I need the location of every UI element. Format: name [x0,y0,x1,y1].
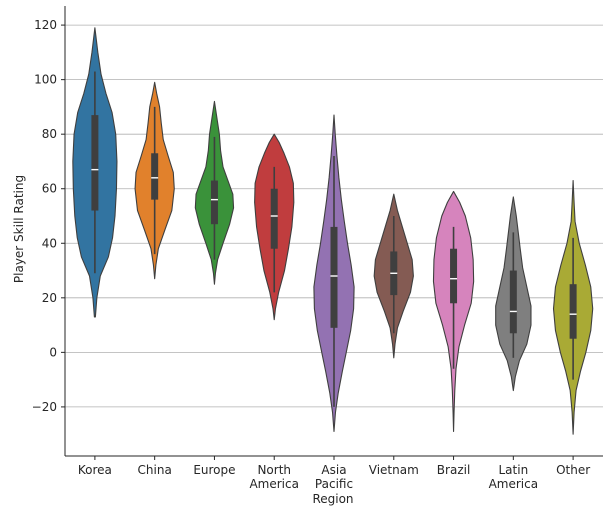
x-axis-label: Region [312,492,353,506]
y-tick-label: 80 [42,127,57,141]
y-ticks: −20 0 20 40 60 80 100 120 [32,18,65,414]
violin-group [373,193,414,359]
x-tick-label: Korea [78,463,112,477]
y-tick-label: 60 [42,182,57,196]
y-tick-label: 0 [49,345,57,359]
x-tick-label: Other [556,463,590,477]
violin-iqr-box [210,180,218,225]
y-tick-label: −20 [32,400,57,414]
violin-iqr-box [91,115,99,211]
violin-iqr-box [330,226,338,328]
x-tick-label: Pacific [315,477,353,491]
violin-group [194,100,235,285]
y-axis-label: Player Skill Rating [12,175,26,283]
x-ticks: Korea China Europe NorthAmericaAsiaPacificV… [78,456,590,491]
violin-iqr-box [270,188,278,249]
violin-group [552,180,594,435]
violin-iqr-box [509,270,517,334]
violin-iqr-box [569,284,577,339]
y-tick-label: 20 [42,291,57,305]
x-tick-label: Brazil [437,463,471,477]
y-tick-label: 40 [42,236,57,250]
y-tick-label: 120 [34,18,57,32]
x-tick-label: China [138,463,172,477]
x-tick-label: Europe [193,463,235,477]
x-tick-label: Asia [321,463,346,477]
violin-group [72,27,118,318]
x-tick-label: America [489,477,539,491]
violin-group [134,81,175,280]
violin-group [254,133,295,321]
y-tick-label: 100 [34,73,57,87]
x-tick-label: North [257,463,291,477]
violins [72,27,594,435]
violin-group [495,196,532,392]
violin-group [432,190,475,432]
x-tick-label: America [249,477,299,491]
violin-group [313,114,355,432]
x-tick-label: Vietnam [369,463,419,477]
x-tick-label: Latin [498,463,528,477]
violin-iqr-box [151,153,159,200]
violin-iqr-box [450,248,458,304]
